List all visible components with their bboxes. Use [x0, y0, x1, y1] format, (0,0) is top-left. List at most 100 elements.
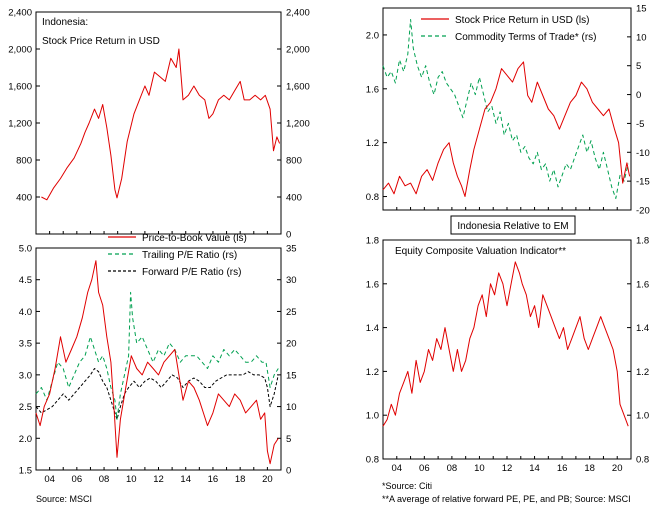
y-tick-label-left: 0.8 — [366, 455, 379, 466]
series-line-forward-p-e-ratio-rs — [35, 368, 279, 420]
y-tick-label-left: 800 — [16, 156, 32, 167]
x-tick-label: 12 — [153, 474, 164, 485]
y-tick-label-left: 1,200 — [8, 119, 32, 130]
x-tick-label: 10 — [126, 474, 137, 485]
right-source-note: *Source: Citi — [382, 481, 432, 491]
y-tick-label-left: 5.0 — [19, 244, 32, 255]
y-tick-label-right: 0 — [286, 230, 291, 241]
legend-label: Stock Price Return in USD (ls) — [455, 15, 589, 26]
x-tick-label: 14 — [180, 474, 191, 485]
left-source-note: Source: MSCI — [36, 494, 92, 504]
series-line-stock-price-return-in-usd — [41, 48, 281, 201]
y-tick-label-right: 1.0 — [636, 411, 649, 422]
x-tick-label: 16 — [208, 474, 219, 485]
y-tick-label-left: 2,000 — [8, 45, 32, 56]
y-tick-label-left: 2.0 — [19, 434, 32, 445]
y-tick-label-right: 1.4 — [636, 323, 649, 334]
y-tick-label-right: 0 — [286, 466, 291, 477]
legend-label: Trailing P/E Ratio (rs) — [142, 250, 237, 261]
x-tick-label: 06 — [72, 474, 83, 485]
y-tick-label-left: 4.5 — [19, 275, 32, 286]
x-tick-label: 10 — [474, 463, 485, 474]
y-tick-label-right: 0 — [636, 90, 641, 101]
legend-label: Commodity Terms of Trade* (rs) — [455, 32, 597, 43]
plot-frame — [35, 247, 282, 471]
footer-notes: Source: MSCI *Source: Citi **A average o… — [36, 481, 631, 504]
y-tick-label-left: 1.5 — [19, 466, 32, 477]
y-tick-label-right: 1,600 — [286, 82, 310, 93]
plot-frame — [35, 11, 282, 235]
boxed-title-frame — [450, 215, 576, 235]
y-tick-label-left: 1,600 — [8, 82, 32, 93]
y-tick-label-right: -20 — [636, 206, 650, 217]
y-tick-label-right: 35 — [286, 244, 297, 255]
x-tick-label: 08 — [447, 463, 458, 474]
y-tick-label-right: -10 — [636, 148, 650, 159]
y-tick-label-right: 1,200 — [286, 119, 310, 130]
y-tick-label-right: 10 — [286, 402, 297, 413]
y-tick-label-left: 1.2 — [366, 138, 379, 149]
plot-frame — [382, 239, 632, 460]
chart-panel-indonesia-stock-price: 400 800 1,200 1,600 2,000 2,400 0 400 800 1,200 1,… — [8, 8, 310, 241]
y-tick-label-left: 2.0 — [366, 30, 379, 41]
x-tick-label: 06 — [419, 463, 430, 474]
x-tick-label: 20 — [612, 463, 623, 474]
y-tick-label-left: 1.6 — [366, 84, 379, 95]
y-tick-label-left: 1.0 — [366, 411, 379, 422]
y-tick-label-right: 20 — [286, 339, 297, 350]
y-tick-label-right: 1.8 — [636, 236, 649, 247]
y-tick-label-right: -15 — [636, 177, 650, 188]
y-tick-label-right: -5 — [636, 119, 644, 130]
x-tick-label: 12 — [502, 463, 513, 474]
boxed-title: Indonesia Relative to EM — [457, 221, 568, 232]
y-tick-label-left: 2.5 — [19, 402, 32, 413]
y-tick-label-right: 30 — [286, 275, 297, 286]
chart-title-line: Indonesia: — [42, 17, 88, 28]
y-tick-label-right: 25 — [286, 307, 297, 318]
chart-panel-relative-valuation: 0.8 1.0 1.2 1.4 1.6 1.8 0.8 1.0 1.2 1.4 1.6 1.8 04 06… — [366, 215, 649, 474]
chart-title-line: Equity Composite Valuation Indicator** — [395, 246, 566, 257]
y-tick-label-left: 1.6 — [366, 279, 379, 290]
y-tick-label-left: 1.2 — [366, 367, 379, 378]
series-line-trailing-p-e-ratio-rs — [35, 291, 279, 420]
y-tick-label-right: 15 — [286, 370, 297, 381]
y-tick-label-right: 1.6 — [636, 279, 649, 290]
series-line-equity-composite-valuation-indicator — [382, 261, 629, 427]
y-tick-label-right: 10 — [636, 32, 647, 43]
y-tick-label-right: 5 — [286, 434, 291, 445]
legend-label: Price-to-Book Value (ls) — [142, 233, 247, 244]
x-tick-label: 18 — [584, 463, 595, 474]
y-tick-label-right: 5 — [636, 61, 641, 72]
y-tick-label-right: 400 — [286, 193, 302, 204]
y-tick-label-left: 2,400 — [8, 8, 32, 19]
y-tick-label-right: 1.2 — [636, 367, 649, 378]
chart-panel-stock-vs-commodity: 0.8 1.2 1.6 2.0 -20 -15 -10 -5 0 5 10 15 Stock Price… — [366, 4, 650, 217]
y-tick-label-right: 800 — [286, 156, 302, 167]
y-tick-label-left: 3.0 — [19, 370, 32, 381]
right-footnote: **A average of relative forward PE, PE, … — [382, 494, 631, 504]
chart-panel-valuation-ratios: 1.5 2.0 2.5 3.0 3.5 4.0 4.5 5.0 0 5 10 15 20 25 30 35 04… — [19, 233, 297, 485]
plot-frame — [382, 7, 632, 211]
y-tick-label-right: 2,400 — [286, 8, 310, 19]
series-line-price-to-book-value-ls — [35, 260, 279, 465]
series-line-stock-price-return-in-usd-ls — [382, 61, 631, 197]
y-tick-label-right: 0.8 — [636, 455, 649, 466]
x-tick-label: 04 — [391, 463, 402, 474]
x-tick-label: 08 — [99, 474, 110, 485]
y-tick-label-left: 1.4 — [366, 323, 379, 334]
x-tick-label: 04 — [44, 474, 55, 485]
x-tick-label: 18 — [235, 474, 246, 485]
legend-label: Forward P/E Ratio (rs) — [142, 267, 241, 278]
x-tick-label: 16 — [557, 463, 568, 474]
y-tick-label-left: 1.8 — [366, 236, 379, 247]
y-tick-label-left: 3.5 — [19, 339, 32, 350]
y-tick-label-left: 4.0 — [19, 307, 32, 318]
chart-title-line: Stock Price Return in USD — [42, 36, 160, 47]
y-tick-label-right: 2,000 — [286, 45, 310, 56]
y-tick-label-right: 15 — [636, 4, 647, 15]
y-tick-label-left: 400 — [16, 193, 32, 204]
x-tick-label: 20 — [262, 474, 273, 485]
x-tick-label: 14 — [529, 463, 540, 474]
y-tick-label-left: 0.8 — [366, 192, 379, 203]
